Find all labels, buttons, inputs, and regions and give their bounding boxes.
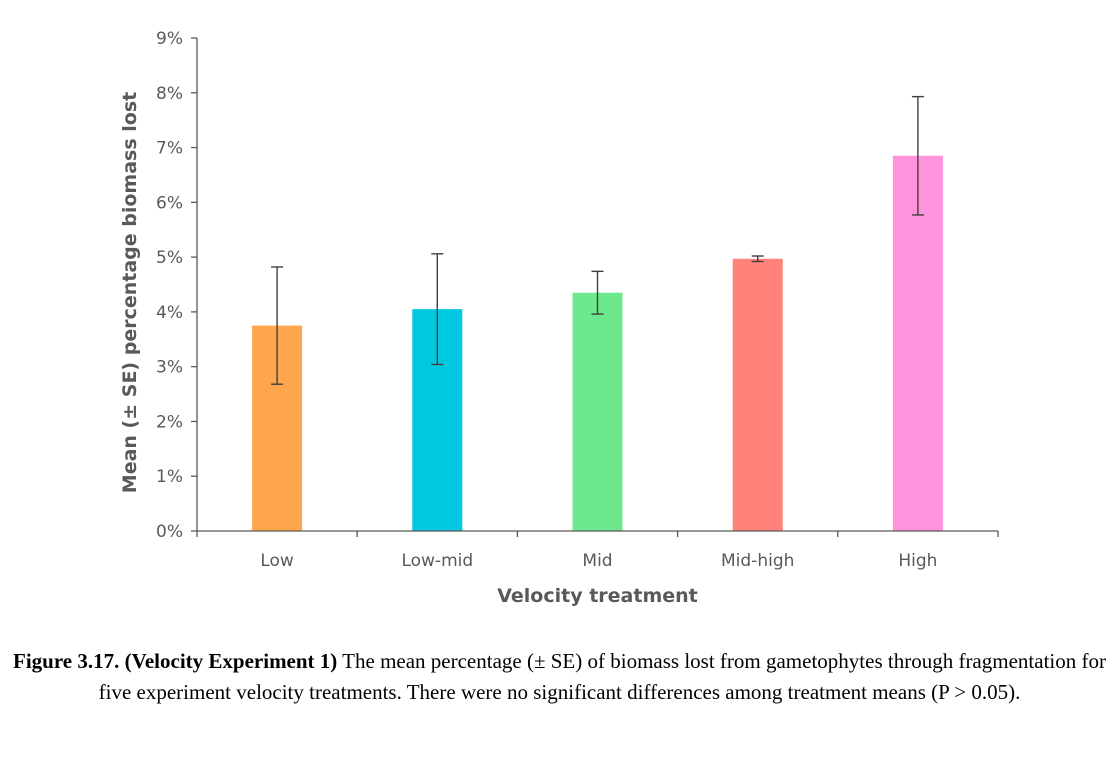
- x-tick-label: Low-mid: [401, 551, 473, 571]
- x-axis-ticks: Low Low-mid Mid Mid-high High: [196, 531, 999, 571]
- y-tick-label: 3%: [156, 358, 183, 378]
- figure-caption: Figure 3.17. (Velocity Experiment 1) The…: [10, 646, 1109, 708]
- y-tick-label: 1%: [156, 467, 183, 487]
- y-tick-label: 6%: [156, 193, 183, 213]
- x-tick-label: High: [898, 551, 937, 571]
- bars: [252, 155, 943, 531]
- caption-text: The mean percentage (± SE) of biomass lo…: [98, 649, 1106, 704]
- bar-mid-high: [732, 258, 783, 531]
- y-tick-label: 0%: [156, 522, 183, 542]
- y-tick-label: 2%: [156, 412, 183, 432]
- y-tick-label: 9%: [156, 29, 183, 49]
- y-tick-label: 8%: [156, 84, 183, 104]
- x-tick-label: Low: [260, 551, 294, 571]
- bar-mid: [572, 292, 623, 531]
- y-tick-label: 7%: [156, 139, 183, 159]
- caption-figure-label: Figure 3.17. (Velocity Experiment 1): [13, 649, 338, 673]
- bar-chart: 0% 1% 2% 3% 4% 5% 6% 7% 8% 9% Low Low-mid Mid Mid-hi…: [119, 29, 999, 607]
- y-tick-label: 4%: [156, 303, 183, 323]
- x-tick-label: Mid-high: [721, 551, 794, 571]
- y-axis-ticks: 0% 1% 2% 3% 4% 5% 6% 7% 8% 9%: [156, 29, 197, 542]
- bar-high: [892, 155, 943, 531]
- error-bars: [271, 95, 924, 385]
- x-axis-title: Velocity treatment: [497, 585, 698, 607]
- y-tick-label: 5%: [156, 248, 183, 268]
- x-tick-label: Mid: [582, 551, 612, 571]
- y-axis-title: Mean (± SE) percentage biomass lost: [119, 92, 141, 493]
